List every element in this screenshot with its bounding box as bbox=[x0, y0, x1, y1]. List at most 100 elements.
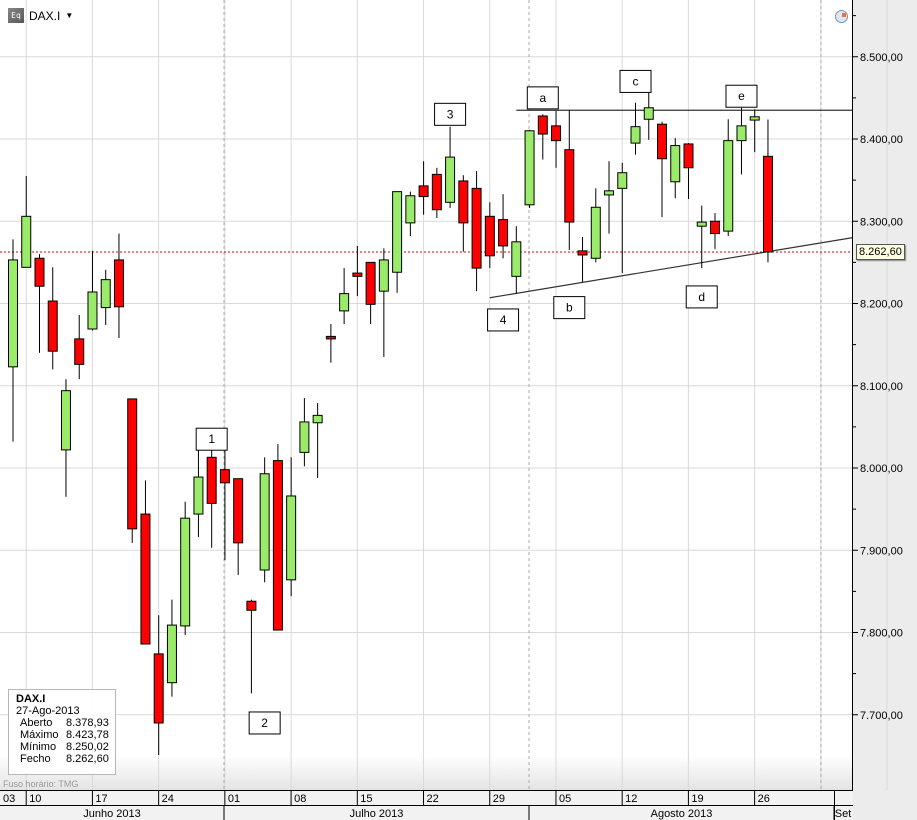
candle bbox=[325, 324, 336, 363]
info-label: Aberto bbox=[20, 717, 53, 729]
candle-body bbox=[617, 172, 628, 189]
candle bbox=[445, 126, 456, 209]
info-label: Máximo bbox=[20, 729, 59, 741]
x-month-label: Junho 2013 bbox=[83, 808, 141, 820]
annotation-label: 4 bbox=[487, 308, 520, 332]
candle-body bbox=[709, 220, 720, 235]
candle-body bbox=[21, 215, 32, 268]
candle-body bbox=[537, 115, 548, 135]
annotation-text: 3 bbox=[447, 107, 454, 121]
candle-body bbox=[418, 185, 429, 198]
candle-body bbox=[206, 456, 217, 504]
candle-body bbox=[564, 149, 575, 223]
candle bbox=[166, 599, 177, 697]
info-label: Fecho bbox=[20, 753, 51, 765]
candle-body bbox=[696, 221, 707, 227]
candle bbox=[299, 398, 310, 467]
info-symbol: DAX.I bbox=[16, 693, 46, 705]
candle-body bbox=[74, 338, 85, 365]
candle bbox=[723, 119, 734, 237]
annotation-box bbox=[526, 86, 559, 110]
candle-body bbox=[498, 219, 509, 247]
y-tick-label: 7.700,00 bbox=[860, 710, 903, 722]
y-axis: 8.500,00 8.400,00 8.300,00 8.200,00 8.100,00… bbox=[852, 0, 903, 790]
x-day-label: 03 bbox=[3, 793, 15, 805]
annotation-text: 1 bbox=[208, 432, 215, 446]
info-row-high: Máximo 8.423,78 bbox=[16, 729, 115, 741]
ohlc-info-box: DAX.I 27-Ago-2013 Aberto 8.378,93 Máximo 8… bbox=[8, 689, 116, 775]
candle-body bbox=[590, 206, 601, 259]
candle bbox=[604, 161, 615, 234]
candle-body bbox=[524, 130, 535, 206]
candle bbox=[47, 267, 58, 370]
info-value: 8.262,60 bbox=[66, 753, 109, 765]
annotation-label: 1 bbox=[195, 427, 228, 451]
clock-icon[interactable] bbox=[835, 10, 848, 23]
candle bbox=[551, 111, 562, 168]
candle bbox=[431, 167, 442, 218]
candle bbox=[736, 107, 747, 175]
y-tick-label: 8.300,00 bbox=[860, 216, 903, 228]
annotation-text: a bbox=[539, 91, 546, 105]
x-day-label: 19 bbox=[691, 793, 703, 805]
annotation-box bbox=[248, 711, 281, 735]
candle-body bbox=[484, 215, 495, 257]
candle bbox=[140, 480, 151, 645]
candle bbox=[246, 599, 257, 694]
candle bbox=[709, 213, 720, 250]
candle bbox=[286, 457, 297, 597]
annotations: 1 2 3 4 a b c d e bbox=[195, 69, 758, 735]
candle-body bbox=[127, 398, 138, 530]
candle-body bbox=[219, 469, 230, 484]
candle-body bbox=[140, 513, 151, 645]
candle bbox=[617, 162, 628, 274]
y-axis-panel bbox=[853, 0, 917, 820]
x-day-label: 17 bbox=[95, 793, 107, 805]
annotation-label: a bbox=[526, 86, 559, 110]
candle-body bbox=[286, 495, 297, 581]
candle bbox=[577, 236, 588, 283]
annotation-label: b bbox=[553, 296, 586, 320]
x-day-label: 05 bbox=[559, 793, 571, 805]
candle-body bbox=[352, 272, 363, 277]
candle-body bbox=[365, 261, 376, 305]
candle bbox=[458, 175, 469, 252]
candle-body bbox=[577, 250, 588, 256]
candle-body bbox=[193, 476, 204, 515]
candle bbox=[60, 379, 71, 497]
candle bbox=[272, 444, 283, 631]
candle bbox=[193, 448, 204, 538]
candle bbox=[233, 478, 244, 575]
annotation-text: e bbox=[738, 89, 745, 103]
y-tick-label: 8.100,00 bbox=[860, 381, 903, 393]
x-month-label: Set bbox=[835, 808, 852, 820]
candles bbox=[8, 92, 773, 756]
candle-body bbox=[445, 156, 456, 203]
annotation-text: c bbox=[633, 74, 639, 88]
candle-body bbox=[657, 123, 668, 160]
candle-body bbox=[551, 125, 562, 142]
candle bbox=[352, 245, 363, 297]
info-value: 8.378,93 bbox=[66, 717, 109, 729]
candle-body bbox=[153, 653, 164, 724]
x-axis: 03 10 17 24 01 08 15 22 29 05 12 19 26 Junho 2013 Julh… bbox=[0, 790, 853, 820]
candle bbox=[206, 439, 217, 548]
candle bbox=[74, 315, 85, 380]
candle-body bbox=[762, 155, 773, 253]
equity-icon: Eq bbox=[8, 8, 24, 23]
candle bbox=[630, 102, 641, 155]
candle-body bbox=[272, 460, 283, 631]
y-tick-label: 8.000,00 bbox=[860, 463, 903, 475]
candle-body bbox=[683, 143, 694, 169]
candle-body bbox=[749, 116, 760, 121]
caret-down-icon[interactable]: ▼ bbox=[65, 11, 74, 20]
candle bbox=[590, 188, 601, 263]
candle-body bbox=[312, 414, 323, 424]
candle bbox=[511, 226, 522, 294]
candle bbox=[8, 239, 18, 442]
symbol-header[interactable]: Eq DAX.I ▼ bbox=[8, 8, 73, 23]
candle bbox=[564, 110, 575, 251]
candle-body bbox=[736, 125, 747, 142]
candle-body bbox=[405, 195, 416, 224]
